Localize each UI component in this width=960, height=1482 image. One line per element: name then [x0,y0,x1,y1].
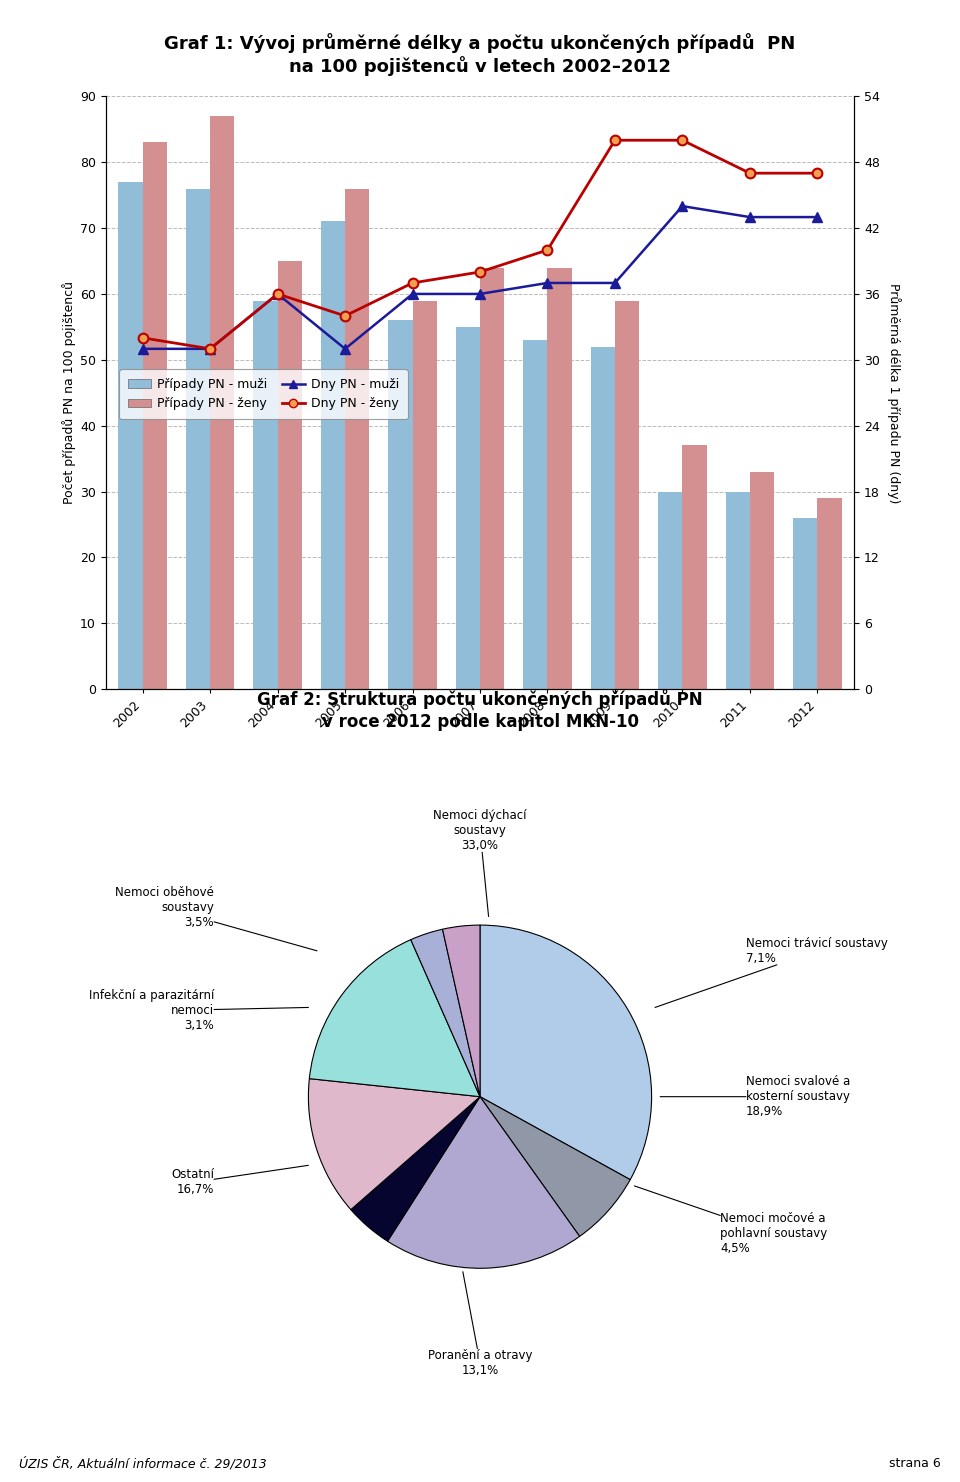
Wedge shape [309,940,480,1097]
Bar [547,268,572,689]
Y-axis label: Počet případů PN na 100 pojištenců: Počet případů PN na 100 pojištenců [61,282,76,504]
Bar [726,492,750,689]
Legend: Případy PN - muži, Případy PN - ženy, Dny PN - muži, Dny PN - ženy: Případy PN - muži, Případy PN - ženy, Dn… [119,369,408,419]
Bar [413,301,437,689]
Text: v roce 2012 podle kapitol MKN-10: v roce 2012 podle kapitol MKN-10 [322,713,638,731]
Wedge shape [388,1097,580,1269]
Text: Nemoci dýchací
soustavy
33,0%: Nemoci dýchací soustavy 33,0% [433,809,527,916]
Bar [253,301,277,689]
Bar [345,188,370,689]
Bar [186,188,210,689]
Bar [750,471,774,689]
Wedge shape [411,929,480,1097]
Text: na 100 pojištenců v letech 2002–2012: na 100 pojištenců v letech 2002–2012 [289,56,671,76]
Text: Ostatní
16,7%: Ostatní 16,7% [171,1165,308,1196]
Bar [793,517,817,689]
Bar [480,268,504,689]
Bar [615,301,639,689]
Bar [388,320,413,689]
Text: Nemoci močové a
pohlavní soustavy
4,5%: Nemoci močové a pohlavní soustavy 4,5% [635,1186,828,1255]
Bar [321,221,345,689]
Wedge shape [480,1097,630,1236]
Wedge shape [350,1097,480,1242]
Bar [683,446,707,689]
Bar [456,328,480,689]
Bar [659,492,683,689]
Wedge shape [443,925,480,1097]
Text: Nemoci svalové a
kosterní soustavy
18,9%: Nemoci svalové a kosterní soustavy 18,9% [660,1074,851,1119]
Text: Nemoci oběhové
soustavy
3,5%: Nemoci oběhové soustavy 3,5% [115,886,317,951]
Text: strana 6: strana 6 [889,1457,941,1470]
Bar [143,142,167,689]
Bar [523,339,547,689]
Bar [590,347,615,689]
Y-axis label: Průměrná délka 1 případu PN (dny): Průměrná délka 1 případu PN (dny) [887,283,900,502]
Text: Graf 2: Struktura počtu ukončených případů PN: Graf 2: Struktura počtu ukončených přípa… [257,689,703,708]
Bar [277,261,301,689]
Text: Nemoci trávicí soustavy
7,1%: Nemoci trávicí soustavy 7,1% [655,937,888,1008]
Wedge shape [480,925,652,1180]
Bar [210,116,234,689]
Text: Infekční a parazitární
nemoci
3,1%: Infekční a parazitární nemoci 3,1% [88,990,308,1033]
Wedge shape [308,1079,480,1209]
Bar [118,182,143,689]
Text: ÚZIS ČR, Aktuální informace č. 29/2013: ÚZIS ČR, Aktuální informace č. 29/2013 [19,1457,267,1470]
Text: Poranění a otravy
13,1%: Poranění a otravy 13,1% [428,1272,532,1377]
Text: Graf 1: Vývoj průměrné délky a počtu ukončených případů  PN: Graf 1: Vývoj průměrné délky a počtu uko… [164,33,796,52]
Bar [817,498,842,689]
